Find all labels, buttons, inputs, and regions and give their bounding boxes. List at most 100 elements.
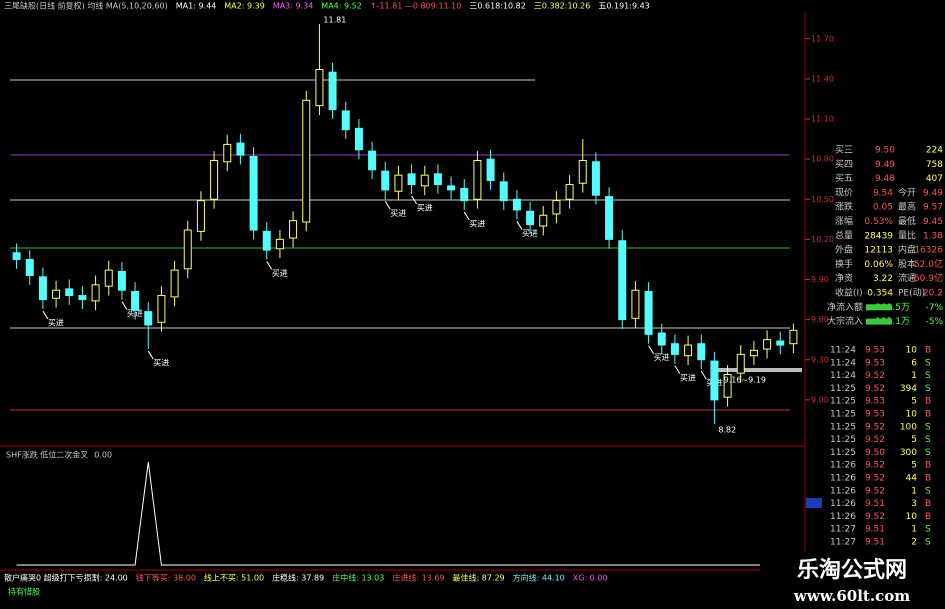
low-label: 8.82 xyxy=(718,425,736,434)
quote-cell: -7% xyxy=(925,303,943,313)
y-tick-label: 9.90 xyxy=(811,275,829,284)
buy-signal: 买进 xyxy=(654,353,670,362)
candle-body xyxy=(578,159,587,184)
candle-body xyxy=(381,170,390,191)
quote-cell: 0.354 xyxy=(867,289,893,299)
signal-pointer xyxy=(147,350,154,360)
indicator-item: 线上不买: 51.00 xyxy=(204,573,264,583)
candle-body xyxy=(749,349,758,357)
quote-cell: 0.05 xyxy=(873,203,893,213)
quote-cell: 换手 xyxy=(835,258,853,270)
candle-body xyxy=(499,181,508,202)
trade-cell: 100 xyxy=(900,422,917,432)
trade-cell: 5 xyxy=(911,397,917,407)
indicator-item: XG: 0.00 xyxy=(573,574,608,583)
candle-body xyxy=(697,343,706,361)
trade-cell: S xyxy=(925,358,931,368)
candle-body xyxy=(684,344,693,357)
candle-body xyxy=(262,230,271,251)
candle-body xyxy=(776,340,785,346)
header-item: MA4: 9.52 xyxy=(321,2,362,11)
y-tick-label: 11.40 xyxy=(811,74,834,83)
quote-cell: 买四 xyxy=(835,159,853,170)
trade-cell: B xyxy=(925,461,931,471)
trade-cell: 11:27 xyxy=(830,538,856,548)
trade-cell: 9.53 xyxy=(865,397,885,407)
range-note: 9.16~9.19 xyxy=(724,376,766,385)
candle-body xyxy=(65,288,74,297)
y-tick-label: 9.30 xyxy=(811,355,829,364)
trade-cell: S xyxy=(925,435,931,445)
quote-cell: 净流入额 xyxy=(827,301,863,313)
candle-body xyxy=(38,276,47,301)
candle-body xyxy=(644,291,653,335)
trade-cell: 11:25 xyxy=(830,422,856,432)
header-item: 三0.382:10.26 xyxy=(534,2,591,11)
quote-cell: 9.45 xyxy=(923,217,943,227)
candle-body xyxy=(486,158,495,182)
quote-cell: 今开 xyxy=(898,186,916,198)
candle-body xyxy=(289,220,298,239)
buy-signal: 买进 xyxy=(680,373,696,382)
indicator-item: 方向线: 44.10 xyxy=(513,573,565,583)
header-item: MA3: 9.34 xyxy=(273,2,314,11)
quote-cell: 50.9亿 xyxy=(914,272,943,284)
candle-body xyxy=(328,71,337,111)
buy-signal: 买进 xyxy=(417,203,433,212)
quote-cell: 20.2 xyxy=(923,289,943,299)
candle-body xyxy=(368,150,377,171)
candle-body xyxy=(407,173,416,186)
header-item: MA1: 9.44 xyxy=(176,2,217,11)
high-label: 11.81 xyxy=(323,16,346,25)
candle-body xyxy=(78,295,87,301)
trade-cell: 9.52 xyxy=(865,435,885,445)
trade-cell: 11:24 xyxy=(830,371,856,381)
quote-cell: 16326 xyxy=(914,246,943,256)
candle-body xyxy=(302,99,311,223)
trade-cell: 5 xyxy=(911,435,917,445)
candle-body xyxy=(52,289,61,299)
trade-cell: 9.53 xyxy=(865,346,885,356)
candle-body xyxy=(196,200,205,232)
trade-cell: B xyxy=(925,474,931,484)
quote-cell: -5% xyxy=(925,317,943,327)
trade-cell: 9.52 xyxy=(865,512,885,522)
trade-cell: 10 xyxy=(906,410,918,420)
candle-body xyxy=(605,196,614,240)
trade-cell: S xyxy=(925,384,931,394)
quote-cell: 407 xyxy=(926,174,943,184)
candle-body xyxy=(236,142,245,156)
candle-body xyxy=(631,289,640,319)
indicator-item: 最佳线: 87.29 xyxy=(452,573,504,583)
quote-cell: 12113 xyxy=(864,246,893,256)
candle-body xyxy=(539,214,548,227)
trade-cell: 9.53 xyxy=(865,358,885,368)
trade-cell: 1 xyxy=(911,371,917,381)
buy-signal: 买进 xyxy=(48,318,64,327)
indicator-sub: 持有惜股 xyxy=(8,587,40,597)
quote-cell: 大宗流入 xyxy=(827,315,863,327)
flow-bar xyxy=(866,304,892,311)
candle-body xyxy=(12,252,21,260)
candle-body xyxy=(736,353,745,374)
trade-cell: S xyxy=(925,422,931,432)
candle-body xyxy=(618,240,627,321)
quote-cell: 3.22 xyxy=(873,274,893,284)
trade-cell: 300 xyxy=(900,448,917,458)
candle-body xyxy=(789,329,798,345)
trade-cell: 9.52 xyxy=(865,371,885,381)
buy-signal: 买进 xyxy=(469,219,485,228)
candle-body xyxy=(591,161,600,196)
y-tick-label: 10.80 xyxy=(811,155,834,164)
trade-cell: 9.53 xyxy=(865,410,885,420)
quote-cell: 0.06% xyxy=(864,260,893,270)
header-item: 三0.618:10.82 xyxy=(469,2,526,11)
trade-cell: 11:25 xyxy=(830,435,856,445)
quote-cell: 外盘 xyxy=(835,244,853,256)
trade-cell: 9.52 xyxy=(865,422,885,432)
trade-cell: S xyxy=(925,525,931,535)
trade-cell: 9.50 xyxy=(865,448,885,458)
